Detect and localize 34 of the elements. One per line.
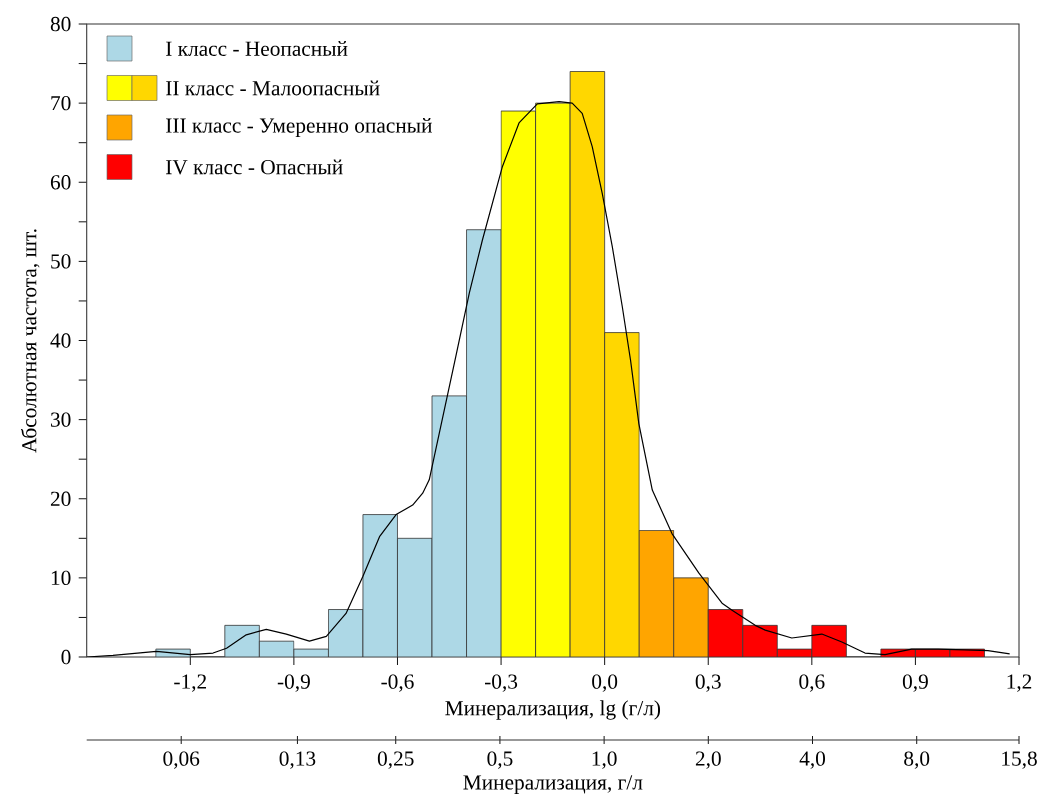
x-tick-label: 0,0 [592, 674, 618, 692]
x-tick-label: -1,2 [174, 674, 207, 692]
y-tick-label: 70 [51, 95, 71, 111]
x-axis-title: Минерализация, lg (г/л) [445, 700, 661, 720]
y-tick-label: 60 [50, 175, 71, 190]
x-tick-label: 0,6 [799, 674, 825, 692]
x2-tick-label: 0,5 [487, 751, 513, 769]
x2-tick-label: 0,13 [279, 751, 316, 769]
x2-tick-label: 15,8 [1002, 751, 1037, 769]
y-tick-label: 50 [51, 254, 71, 269]
legend-label: II класс - Малоопасный [166, 80, 380, 96]
legend-label: III класс - Умеренно опасный [166, 117, 432, 138]
y-tick-label: 30 [51, 412, 71, 427]
y-tick-label: 20 [50, 491, 71, 506]
x2-axis-title: Минерализация, г/л [463, 775, 643, 794]
x-tick-label: 0,9 [902, 674, 928, 692]
y-axis-title: Абсолютная частота, шт. [20, 229, 40, 453]
y-tick-label: 80 [50, 16, 71, 32]
x-tick-label: -0,9 [277, 674, 310, 692]
x2-tick-label: 2,0 [695, 751, 721, 769]
y-tick-label: 0 [61, 649, 71, 665]
x-tick-label: -0,3 [484, 674, 518, 692]
x-tick-label: -0,6 [381, 674, 414, 692]
legend-label: IV класс - Опасный [166, 159, 343, 175]
y-tick-label: 40 [50, 333, 71, 348]
x2-tick-label: 8,0 [904, 751, 930, 769]
y-tick-label: 10 [51, 570, 71, 586]
x2-tick-label: 0,06 [163, 751, 200, 769]
x2-tick-label: 1,0 [592, 751, 617, 769]
x-tick-label: 1,2 [1007, 674, 1032, 692]
legend-label: I класс - Неопасный [166, 41, 348, 56]
x2-tick-label: 0,25 [377, 751, 414, 769]
x-tick-label: 0,3 [695, 674, 721, 692]
x2-tick-label: 4,0 [799, 751, 826, 769]
